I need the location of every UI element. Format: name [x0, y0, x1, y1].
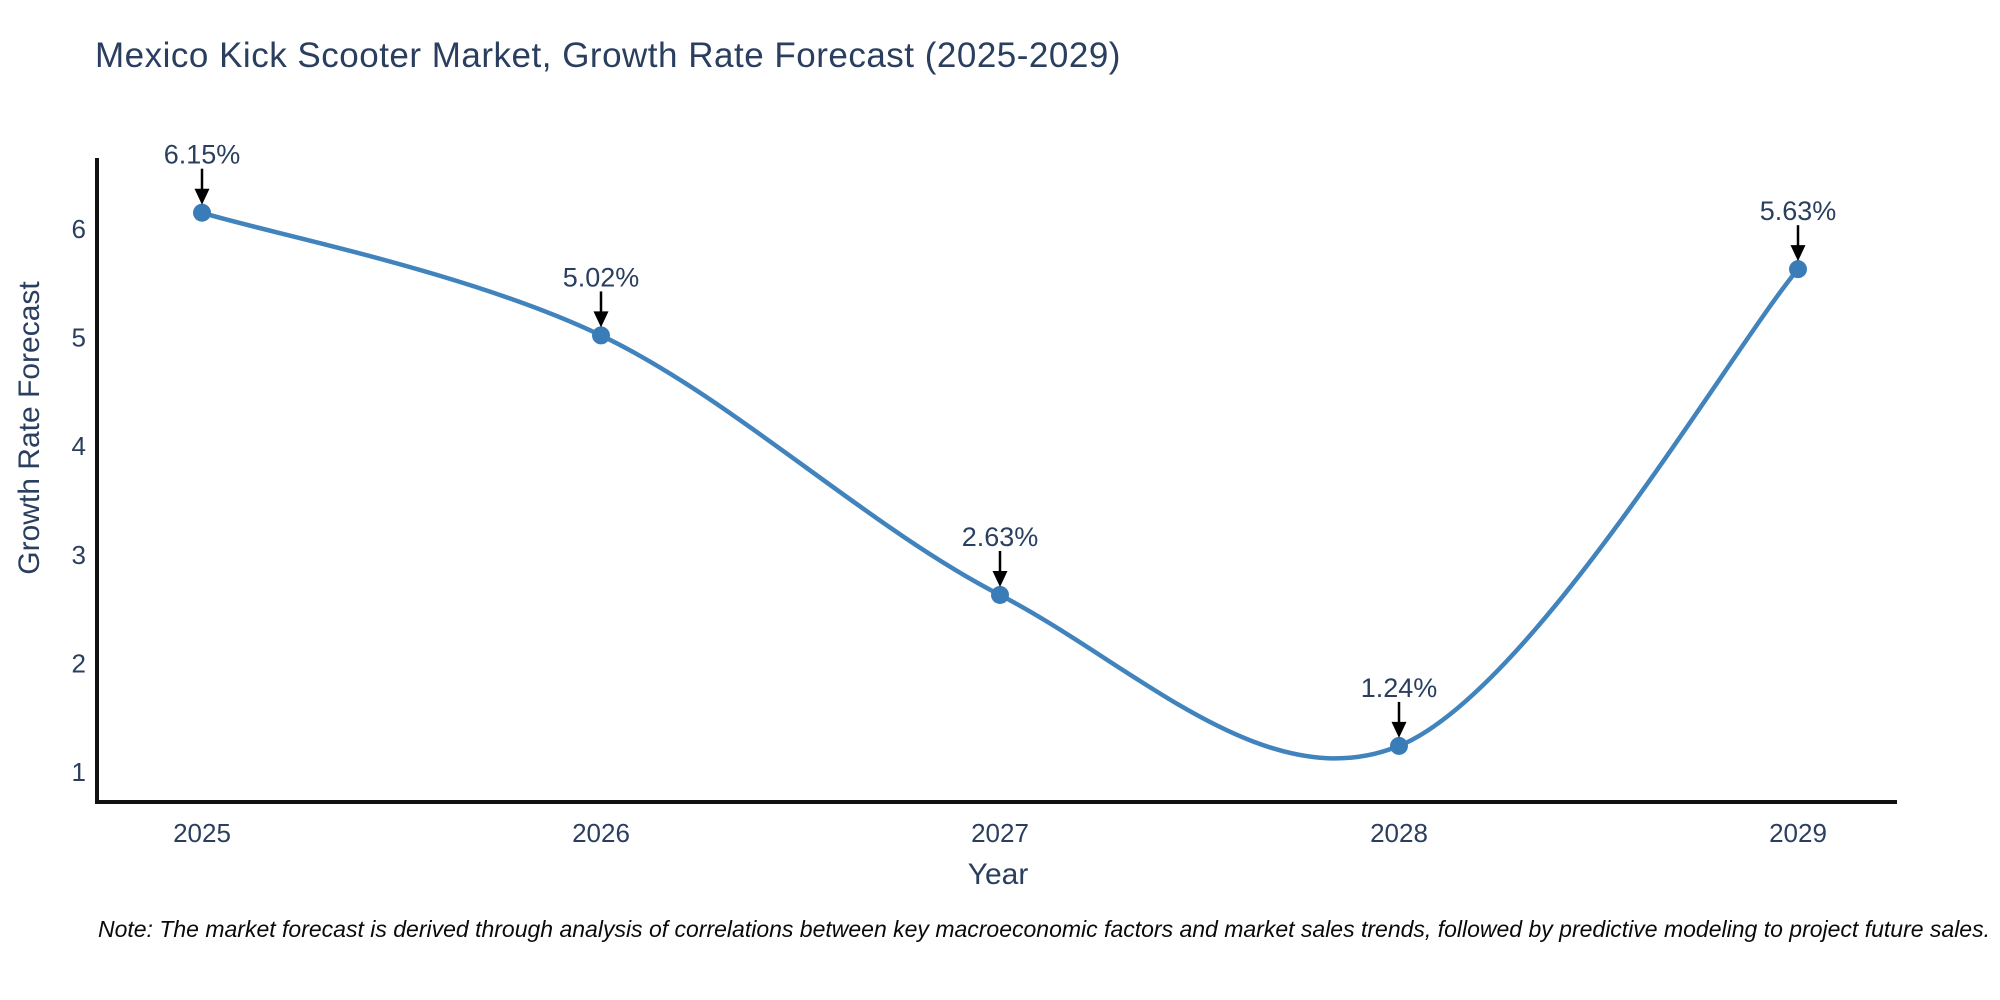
annotation-arrow-head	[1790, 245, 1806, 262]
x-tick-label: 2027	[971, 818, 1029, 848]
y-tick-label: 3	[72, 540, 86, 570]
point-annotation-label: 5.02%	[563, 262, 640, 292]
annotation-arrow-head	[1391, 721, 1407, 738]
data-point-marker	[991, 585, 1009, 604]
y-tick-label: 4	[72, 431, 86, 461]
data-point-marker	[1789, 260, 1807, 279]
x-tick-label: 2025	[173, 818, 231, 848]
x-tick-label: 2029	[1769, 818, 1827, 848]
point-annotation-label: 2.63%	[962, 522, 1039, 552]
annotation-arrow-head	[992, 570, 1008, 587]
y-tick-label: 5	[72, 323, 86, 353]
footnote: Note: The market forecast is derived thr…	[97, 916, 1990, 942]
chart-title: Mexico Kick Scooter Market, Growth Rate …	[95, 36, 1121, 75]
x-tick-label: 2026	[572, 818, 630, 848]
data-point-marker	[592, 326, 610, 345]
forecast-line	[199, 210, 1801, 761]
x-axis-title: Year	[967, 858, 1029, 891]
y-tick-label: 6	[72, 214, 86, 244]
point-annotation-label: 5.63%	[1760, 196, 1837, 226]
point-annotation-label: 6.15%	[164, 140, 241, 170]
data-point-marker	[193, 203, 211, 222]
data-point-marker	[1390, 736, 1408, 755]
y-tick-label: 2	[72, 648, 86, 678]
y-tick-label: 1	[72, 757, 86, 787]
annotation-arrow-head	[593, 311, 609, 328]
annotation-arrow-head	[194, 188, 210, 205]
x-tick-label: 2028	[1370, 818, 1428, 848]
point-annotation-label: 1.24%	[1361, 673, 1438, 703]
